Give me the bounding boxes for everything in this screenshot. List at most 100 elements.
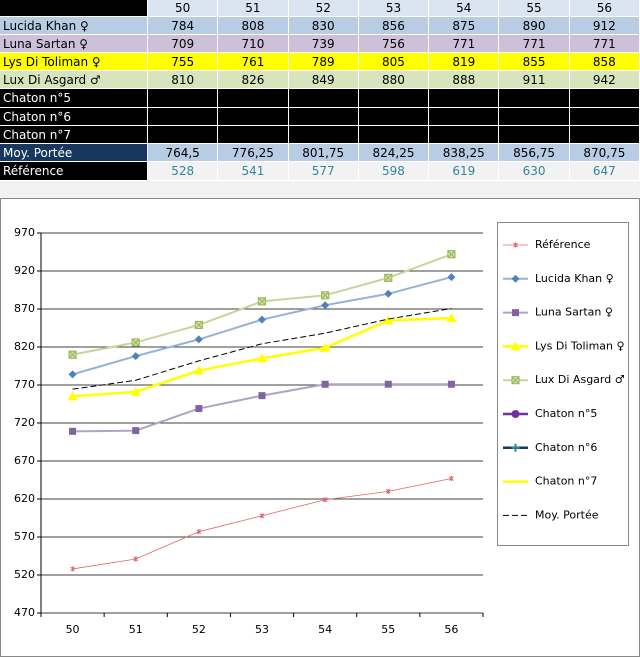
row-label: Moy. Portée (0, 144, 148, 162)
data-point (68, 370, 77, 379)
table-cell (569, 126, 640, 144)
table-cell: 911 (499, 71, 570, 89)
table-cell (288, 108, 359, 126)
table-cell: 856 (358, 17, 430, 35)
column-header: 55 (499, 0, 570, 17)
chart: 470 520 570 620 670 720 770 820 870 920 970 50 51 52 5… (0, 198, 640, 657)
table-cell (358, 89, 430, 108)
legend-label: Chaton n°5 (535, 407, 597, 420)
x-tick-label: 53 (255, 623, 269, 636)
legend-label: Lys Di Toliman ♀ (535, 339, 625, 352)
table-cell (429, 126, 500, 144)
table-cell: 739 (288, 35, 359, 53)
y-tick-label: 820 (14, 340, 35, 353)
data-point (449, 475, 454, 481)
column-header: 50 (148, 0, 219, 17)
table-cell: 838,25 (429, 144, 500, 162)
row-label: Chaton n°6 (0, 108, 148, 126)
table-cell: 880 (358, 71, 430, 89)
data-point (131, 338, 140, 347)
table-cell: 855 (499, 53, 570, 71)
data-point (447, 380, 455, 388)
table-cell: 801,75 (288, 144, 359, 162)
y-tick-label: 870 (14, 302, 35, 315)
table-cell: 875 (429, 17, 500, 35)
table-cell: 528 (148, 162, 219, 181)
table-cell: 890 (499, 17, 570, 35)
table-cell (218, 126, 289, 144)
data-point (194, 320, 203, 330)
table-cell: 824,25 (358, 144, 430, 162)
table-cell: 810 (148, 71, 219, 89)
table-cell: 776,25 (218, 144, 289, 162)
data-point (257, 353, 267, 363)
table-cell: 647 (569, 162, 640, 181)
legend-label: Lucida Khan ♀ (535, 272, 614, 285)
table-cell: 789 (288, 53, 359, 71)
column-header: 52 (288, 0, 359, 17)
y-tick-label: 520 (14, 568, 35, 581)
data-point (69, 427, 77, 435)
table-cell: 805 (358, 53, 430, 71)
table-cell: 598 (358, 162, 430, 181)
row-label: Chaton n°5 (0, 89, 148, 108)
table-cell: 870,75 (569, 144, 640, 162)
legend-label: Référence (535, 238, 591, 251)
table-cell (358, 126, 430, 144)
table-cell: 619 (429, 162, 500, 181)
data-point (257, 297, 267, 306)
data-point (68, 350, 77, 359)
legend-label: Chaton n°7 (535, 475, 597, 488)
row-label: Référence (0, 162, 148, 181)
data-point (321, 291, 330, 300)
table-cell: 761 (218, 53, 289, 71)
table-cell (569, 108, 640, 126)
column-header: 53 (358, 0, 430, 17)
table-cell (148, 108, 219, 126)
legend-label: Chaton n°6 (535, 441, 597, 454)
data-point (133, 556, 139, 562)
legend-marker (510, 341, 521, 351)
table-cell (429, 108, 500, 126)
table-cell: 819 (429, 53, 500, 71)
table-cell: 764,5 (148, 144, 219, 162)
row-label: Chaton n°7 (0, 126, 148, 144)
table-cell: 771 (429, 35, 500, 53)
row-label: Luna Sartan ♀ (0, 35, 148, 53)
data-point (384, 380, 392, 388)
table-cell (569, 89, 640, 108)
table-cell (148, 89, 219, 108)
data-point (258, 315, 266, 324)
table-cell (148, 126, 219, 144)
x-tick-label: 50 (66, 623, 80, 636)
data-point (193, 365, 204, 375)
y-tick-label: 970 (14, 226, 35, 239)
x-tick-label: 55 (381, 623, 395, 636)
table-cell: 771 (569, 35, 640, 53)
legend-marker (513, 242, 518, 248)
table-cell: 826 (218, 71, 289, 89)
table-cell: 912 (569, 17, 640, 35)
legend-marker (511, 274, 520, 283)
legend-marker (511, 410, 520, 418)
data-point (67, 391, 78, 401)
data-point (320, 342, 331, 352)
data-point (196, 529, 202, 535)
table-cell (288, 126, 359, 144)
table-cell: 541 (218, 162, 289, 181)
y-tick-label: 770 (14, 378, 35, 391)
y-tick-label: 920 (14, 264, 35, 277)
table-cell: 888 (429, 71, 500, 89)
column-header: 56 (569, 0, 640, 17)
x-tick-label: 51 (129, 623, 143, 636)
data-point (70, 566, 75, 572)
table-cell (218, 89, 289, 108)
y-tick-label: 620 (14, 492, 35, 505)
data-point (322, 497, 328, 503)
row-label: Lucida Khan ♀ (0, 17, 148, 35)
row-label: Lux Di Asgard ♂ (0, 71, 148, 89)
data-point (447, 273, 456, 282)
data-point (383, 315, 394, 325)
y-tick-label: 720 (14, 416, 35, 429)
